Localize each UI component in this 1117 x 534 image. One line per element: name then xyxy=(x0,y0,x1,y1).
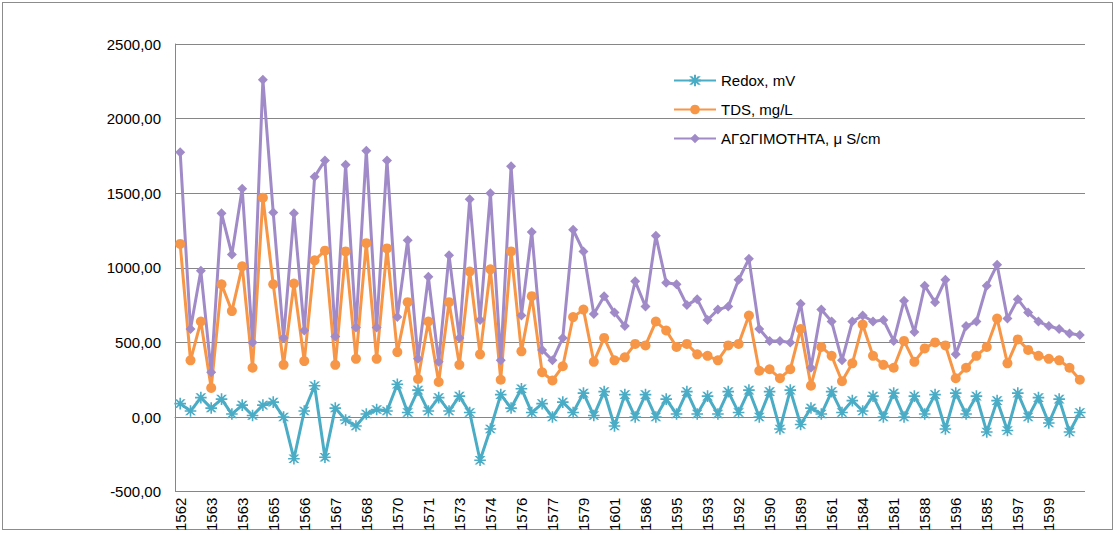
svg-text:1593: 1593 xyxy=(699,498,716,531)
svg-text:1585: 1585 xyxy=(978,498,995,531)
svg-text:1567: 1567 xyxy=(327,498,344,531)
svg-text:1577: 1577 xyxy=(544,498,561,531)
svg-text:1565: 1565 xyxy=(265,498,282,531)
svg-text:1599: 1599 xyxy=(1040,498,1057,531)
svg-text:1576: 1576 xyxy=(513,498,530,531)
svg-text:0,00: 0,00 xyxy=(132,409,161,426)
svg-text:1597: 1597 xyxy=(1009,498,1026,531)
svg-text:1000,00: 1000,00 xyxy=(107,259,161,276)
svg-text:1568: 1568 xyxy=(358,498,375,531)
svg-text:1592: 1592 xyxy=(730,498,747,531)
svg-text:1581: 1581 xyxy=(885,498,902,531)
svg-text:-500,00: -500,00 xyxy=(110,483,161,500)
svg-text:1590: 1590 xyxy=(761,498,778,531)
svg-text:1586: 1586 xyxy=(637,498,654,531)
svg-text:1573: 1573 xyxy=(451,498,468,531)
svg-text:1562: 1562 xyxy=(172,498,189,531)
svg-text:1563: 1563 xyxy=(234,498,251,531)
svg-text:1570: 1570 xyxy=(389,498,406,531)
svg-text:1601: 1601 xyxy=(606,498,623,531)
svg-text:ΑΓΩΓΙΜΟΤΗΤΑ, μ S/cm: ΑΓΩΓΙΜΟΤΗΤΑ, μ S/cm xyxy=(721,130,880,147)
svg-text:1571: 1571 xyxy=(420,498,437,531)
svg-text:1595: 1595 xyxy=(668,498,685,531)
svg-text:1589: 1589 xyxy=(792,498,809,531)
svg-text:1500,00: 1500,00 xyxy=(107,185,161,202)
svg-text:Redox, mV: Redox, mV xyxy=(721,72,795,89)
svg-text:1561: 1561 xyxy=(823,498,840,531)
svg-text:1588: 1588 xyxy=(916,498,933,531)
svg-text:1566: 1566 xyxy=(296,498,313,531)
svg-text:TDS, mg/L: TDS, mg/L xyxy=(721,101,793,118)
svg-text:500,00: 500,00 xyxy=(115,334,161,351)
svg-text:1584: 1584 xyxy=(854,498,871,531)
svg-text:1596: 1596 xyxy=(947,498,964,531)
svg-text:2500,00: 2500,00 xyxy=(107,36,161,53)
svg-text:2000,00: 2000,00 xyxy=(107,110,161,127)
svg-text:1563: 1563 xyxy=(203,498,220,531)
svg-text:1574: 1574 xyxy=(482,498,499,531)
svg-text:1579: 1579 xyxy=(575,498,592,531)
